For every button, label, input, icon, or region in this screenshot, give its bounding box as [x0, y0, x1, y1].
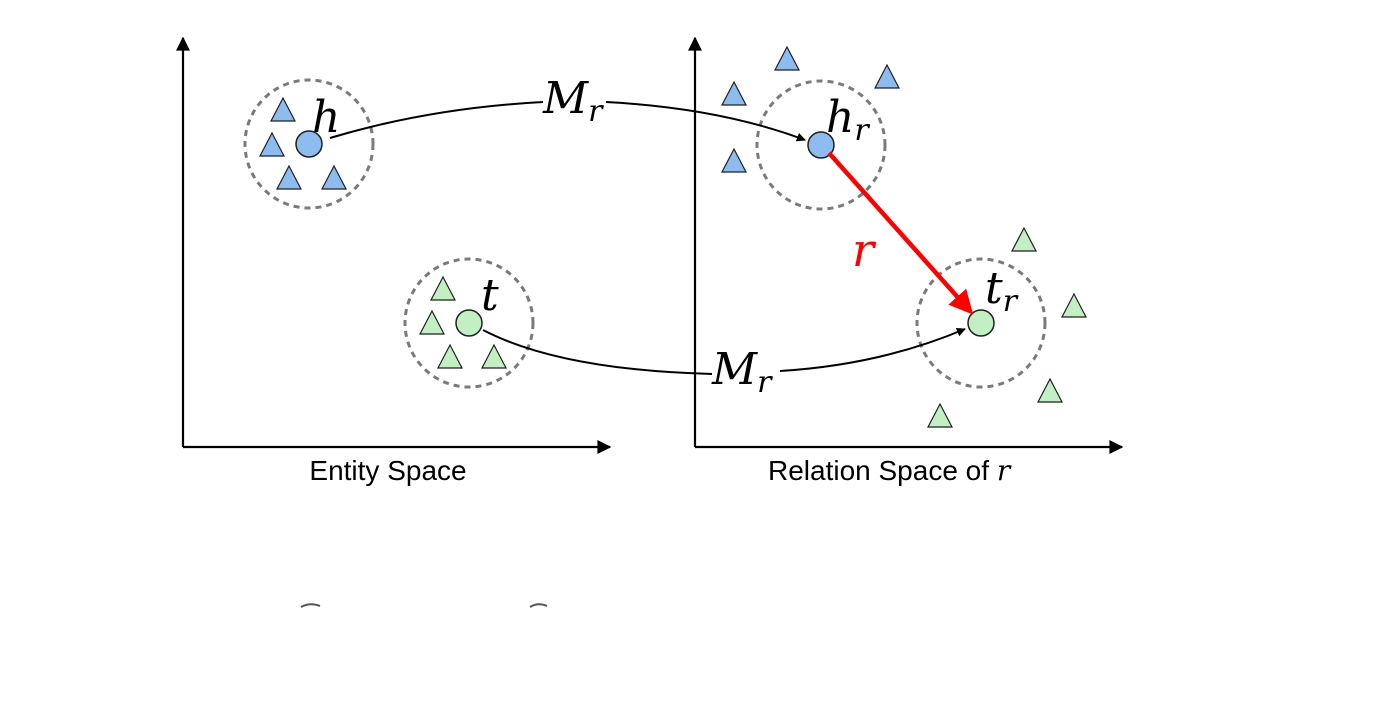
head-entity-point — [295, 130, 323, 158]
projected-head-neighbor-triangle — [721, 147, 747, 173]
tail-neighbor-triangle — [481, 343, 507, 369]
relation-vector-arrow — [827, 151, 974, 315]
projected-tail-label: tr — [985, 263, 1019, 319]
relation-vector-label: r — [852, 223, 877, 277]
entity-space-panel: h t Entity Space — [176, 36, 612, 486]
projected-head-label-base: h — [826, 92, 854, 143]
projected-tail-cluster-outline — [915, 257, 1047, 389]
head-neighbor-triangle — [276, 164, 302, 190]
tail-cluster-outline — [403, 257, 535, 389]
tail-mapping-label-base: M — [711, 344, 758, 395]
projected-head-neighbor-triangle — [774, 45, 800, 71]
projected-tail-label-subscript: r — [1003, 284, 1019, 319]
projected-head-neighbor-triangle — [874, 63, 900, 89]
projected-tail-point — [967, 309, 995, 337]
head-mapping-label-subscript: r — [588, 94, 604, 129]
head-label: h — [312, 92, 340, 143]
head-neighbor-triangle — [321, 164, 347, 190]
tail-neighbor-triangle — [430, 275, 456, 301]
projected-head-label: hr — [826, 92, 870, 148]
projected-head-point — [807, 131, 835, 159]
relation-space-caption: Relation Space of r — [768, 454, 1012, 487]
relation-space-caption-text: Relation Space of — [768, 455, 997, 486]
clipped-artifacts — [300, 603, 548, 608]
head-mapping-curve-right — [605, 101, 806, 142]
projected-head-label-subscript: r — [854, 113, 870, 148]
projected-tail-neighbor-triangle — [1037, 377, 1063, 403]
tail-label: t — [481, 270, 499, 321]
head-neighbor-triangle — [270, 96, 296, 122]
tail-mapping-label: Mr — [711, 344, 773, 400]
projected-head-cluster-outline — [755, 79, 887, 211]
relation-space-panel: hr tr r Relation Space of r — [688, 36, 1124, 487]
relation-space-caption-variable: r — [997, 454, 1012, 487]
tail-neighbor-triangle — [437, 343, 463, 369]
tail-entity-point — [455, 309, 483, 337]
tail-mapping-curve-left — [482, 329, 713, 375]
tail-mapping-curve-right — [779, 328, 966, 372]
head-mapping-label: Mr — [542, 73, 604, 129]
projected-tail-label-base: t — [985, 263, 1003, 314]
head-cluster-outline — [243, 78, 375, 210]
projected-tail-neighbor-triangle — [1061, 292, 1087, 318]
clipped-arc-mark — [529, 603, 548, 608]
projected-head-neighbor-triangle — [721, 80, 747, 106]
tail-mapping: Mr — [482, 328, 966, 400]
tail-mapping-label-subscript: r — [757, 365, 773, 400]
tail-neighbor-triangle — [419, 309, 445, 335]
entity-space-caption: Entity Space — [309, 455, 466, 486]
projected-tail-neighbor-triangle — [1011, 226, 1037, 252]
clipped-arc-mark — [300, 603, 321, 608]
head-mapping: Mr — [329, 73, 806, 142]
projected-tail-neighbor-triangle — [927, 402, 953, 428]
head-neighbor-triangle — [259, 131, 285, 157]
head-mapping-label-base: M — [542, 73, 589, 124]
head-mapping-curve-left — [329, 101, 544, 139]
